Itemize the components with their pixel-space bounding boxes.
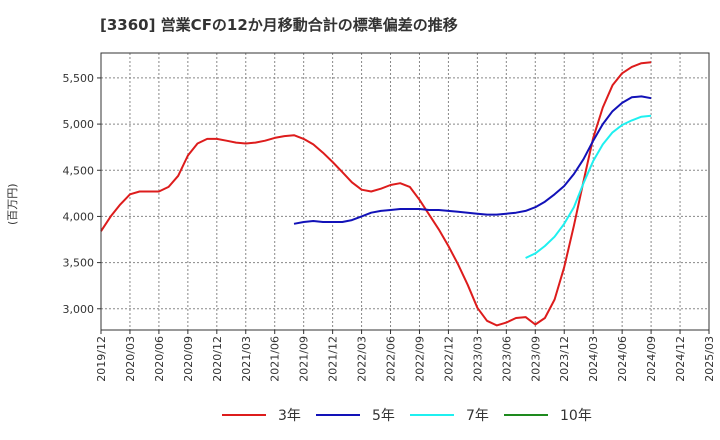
x-tick-label: 2020/06 [153,336,166,382]
x-tick-label: 2023/03 [471,336,484,382]
x-tick-label: 2025/03 [703,336,716,382]
series-line-2 [293,95,652,225]
legend-item-1: 3年 [222,403,301,427]
y-tick-label: 5,000 [63,118,95,131]
x-axis-ticks: 2019/12 2020/03 2020/06 2020/09 2020/12 2021/… [95,330,716,382]
x-tick-label: 2022/09 [413,336,426,382]
x-tick-label: 2024/12 [674,336,687,382]
y-tick-label: 3,000 [63,303,95,316]
x-tick-label: 2024/09 [645,336,658,382]
x-tick-label: 2021/03 [240,336,253,382]
legend-swatch [410,414,454,416]
x-tick-label: 2020/12 [211,336,224,382]
y-tick-label: 5,500 [63,72,95,85]
x-tick-label: 2021/12 [327,336,340,382]
x-tick-label: 2022/03 [356,336,369,382]
legend-item-4: 10年 [504,403,592,427]
legend: 3年 5年 7年 10年 [0,403,720,427]
series-line-3 [525,114,652,259]
legend-swatch [316,414,360,416]
legend-swatch [222,414,266,416]
legend-item-3: 7年 [410,403,489,427]
legend-item-2: 5年 [316,403,395,427]
plot-frame [100,52,710,331]
x-tick-label: 2020/03 [124,336,137,382]
x-tick-label: 2021/09 [298,336,311,382]
x-tick-label: 2020/09 [182,336,195,382]
x-tick-label: 2023/09 [529,336,542,382]
x-tick-label: 2023/12 [558,336,571,382]
series-line-1 [100,61,652,327]
x-tick-label: 2024/03 [587,336,600,382]
y-tick-label: 3,500 [63,257,95,270]
legend-label: 7年 [466,408,489,424]
x-tick-label: 2021/06 [269,336,282,382]
series-layer [100,61,652,327]
x-tick-label: 2023/06 [500,336,513,382]
x-tick-label: 2022/12 [442,336,455,382]
y-tick-label: 4,500 [63,164,95,177]
x-tick-label: 2022/06 [385,336,398,382]
legend-label: 5年 [372,408,395,424]
grid-lines [100,53,710,330]
y-tick-label: 4,000 [63,210,95,223]
legend-label: 3年 [278,408,301,424]
x-tick-label: 2024/06 [616,336,629,382]
y-axis-ticks: 3,000 3,500 4,000 4,500 5,000 5,500 [63,72,101,316]
chart-title: [3360] 営業CFの12か月移動合計の標準偏差の推移 [100,16,458,34]
legend-swatch [504,414,548,416]
legend-label: 10年 [560,408,592,424]
x-tick-label: 2019/12 [95,336,108,382]
